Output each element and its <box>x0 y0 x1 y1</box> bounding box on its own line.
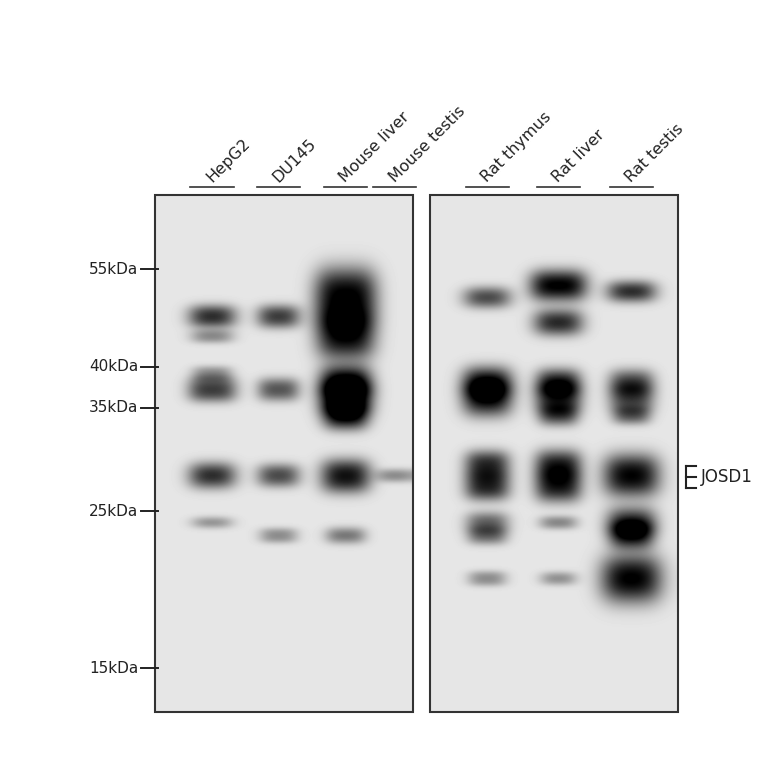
Text: Rat liver: Rat liver <box>550 127 608 185</box>
Text: 35kDa: 35kDa <box>89 400 138 416</box>
Text: JOSD1: JOSD1 <box>701 468 753 486</box>
Text: HepG2: HepG2 <box>203 136 253 185</box>
Text: 40kDa: 40kDa <box>89 359 138 374</box>
Bar <box>430 195 678 712</box>
Text: Mouse testis: Mouse testis <box>386 103 468 185</box>
Text: 55kDa: 55kDa <box>89 261 138 277</box>
Text: 15kDa: 15kDa <box>89 661 138 675</box>
Text: Rat testis: Rat testis <box>623 121 687 185</box>
Text: Mouse liver: Mouse liver <box>337 109 413 185</box>
Text: DU145: DU145 <box>270 136 319 185</box>
Bar <box>155 195 413 712</box>
Text: 25kDa: 25kDa <box>89 503 138 519</box>
Text: Rat thymus: Rat thymus <box>479 109 555 185</box>
